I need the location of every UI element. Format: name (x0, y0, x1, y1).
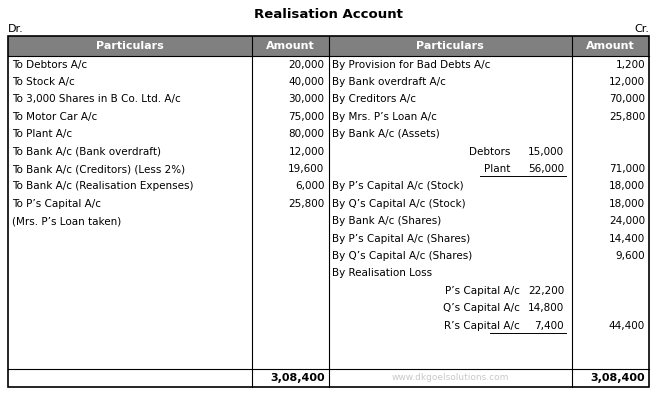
Text: www.dkgoelsolutions.com: www.dkgoelsolutions.com (392, 373, 509, 382)
Text: 1,200: 1,200 (616, 60, 645, 70)
Text: Amount: Amount (265, 41, 315, 51)
Text: 3,08,400: 3,08,400 (270, 373, 325, 383)
Text: Amount: Amount (586, 41, 635, 51)
Text: By Bank overdraft A/c: By Bank overdraft A/c (332, 77, 446, 87)
Text: 7,400: 7,400 (534, 320, 564, 330)
Text: Plant: Plant (484, 164, 510, 174)
Text: 71,000: 71,000 (609, 164, 645, 174)
Text: 30,000: 30,000 (288, 94, 325, 104)
Bar (572, 36, 649, 56)
Text: 22,200: 22,200 (528, 286, 564, 296)
Text: Dr.: Dr. (8, 24, 24, 34)
Text: By Bank A/c (Shares): By Bank A/c (Shares) (332, 216, 442, 226)
Text: Realisation Account: Realisation Account (254, 8, 403, 21)
Text: 18,000: 18,000 (609, 181, 645, 192)
Text: To P’s Capital A/c: To P’s Capital A/c (12, 199, 101, 209)
Text: 12,000: 12,000 (609, 77, 645, 87)
Text: To Bank A/c (Realisation Expenses): To Bank A/c (Realisation Expenses) (12, 181, 194, 192)
Text: By P’s Capital A/c (Shares): By P’s Capital A/c (Shares) (332, 234, 471, 243)
Text: 9,600: 9,600 (616, 251, 645, 261)
Text: 14,800: 14,800 (528, 303, 564, 313)
Text: To Bank A/c (Bank overdraft): To Bank A/c (Bank overdraft) (12, 147, 161, 157)
Text: (Mrs. P’s Loan taken): (Mrs. P’s Loan taken) (12, 216, 122, 226)
Text: 18,000: 18,000 (609, 199, 645, 209)
Text: By P’s Capital A/c (Stock): By P’s Capital A/c (Stock) (332, 181, 464, 192)
Text: 20,000: 20,000 (288, 60, 325, 70)
Text: 6,000: 6,000 (295, 181, 325, 192)
Bar (328, 36, 572, 56)
Text: P’s Capital A/c: P’s Capital A/c (445, 286, 520, 296)
Text: 12,000: 12,000 (288, 147, 325, 157)
Text: 15,000: 15,000 (528, 147, 564, 157)
Text: By Bank A/c (Assets): By Bank A/c (Assets) (332, 129, 440, 139)
Bar (8, 36, 252, 56)
Bar (8, 36, 649, 387)
Text: To 3,000 Shares in B Co. Ltd. A/c: To 3,000 Shares in B Co. Ltd. A/c (12, 94, 181, 104)
Text: 44,400: 44,400 (609, 320, 645, 330)
Text: To Debtors A/c: To Debtors A/c (12, 60, 87, 70)
Text: Debtors: Debtors (468, 147, 510, 157)
Text: 25,800: 25,800 (288, 199, 325, 209)
Text: To Plant A/c: To Plant A/c (12, 129, 72, 139)
Text: 24,000: 24,000 (609, 216, 645, 226)
Text: 19,600: 19,600 (288, 164, 325, 174)
Text: 56,000: 56,000 (528, 164, 564, 174)
Text: 40,000: 40,000 (288, 77, 325, 87)
Text: Particulars: Particulars (96, 41, 164, 51)
Text: Cr.: Cr. (634, 24, 649, 34)
Text: By Realisation Loss: By Realisation Loss (332, 269, 432, 278)
Text: R’s Capital A/c: R’s Capital A/c (444, 320, 520, 330)
Text: 25,800: 25,800 (609, 112, 645, 122)
Text: Q’s Capital A/c: Q’s Capital A/c (443, 303, 520, 313)
Text: By Mrs. P’s Loan A/c: By Mrs. P’s Loan A/c (332, 112, 438, 122)
Text: 75,000: 75,000 (288, 112, 325, 122)
Text: By Q’s Capital A/c (Stock): By Q’s Capital A/c (Stock) (332, 199, 466, 209)
Text: 80,000: 80,000 (288, 129, 325, 139)
Text: To Bank A/c (Creditors) (Less 2%): To Bank A/c (Creditors) (Less 2%) (12, 164, 185, 174)
Text: To Stock A/c: To Stock A/c (12, 77, 75, 87)
Text: 3,08,400: 3,08,400 (591, 373, 645, 383)
Text: To Motor Car A/c: To Motor Car A/c (12, 112, 97, 122)
Text: 14,400: 14,400 (609, 234, 645, 243)
Text: Particulars: Particulars (417, 41, 484, 51)
Text: By Creditors A/c: By Creditors A/c (332, 94, 417, 104)
Text: By Provision for Bad Debts A/c: By Provision for Bad Debts A/c (332, 60, 491, 70)
Bar (252, 36, 328, 56)
Text: 70,000: 70,000 (609, 94, 645, 104)
Text: By Q’s Capital A/c (Shares): By Q’s Capital A/c (Shares) (332, 251, 473, 261)
